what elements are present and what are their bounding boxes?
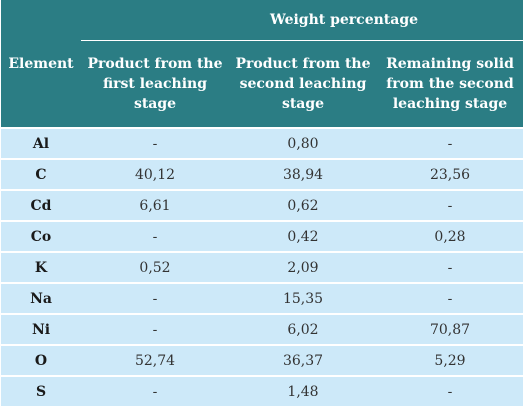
value-cell: - bbox=[81, 313, 229, 345]
second-leaching-product-header: Product from the second leaching stage bbox=[229, 40, 377, 128]
value-cell: - bbox=[377, 251, 524, 283]
element-cell: S bbox=[1, 375, 81, 406]
value-cell: - bbox=[377, 282, 524, 314]
value-cell: 15,35 bbox=[229, 282, 377, 314]
element-cell: O bbox=[1, 344, 81, 376]
value-cell: 23,56 bbox=[377, 158, 524, 190]
value-cell: - bbox=[377, 189, 524, 221]
table-row: S - 1,48 - bbox=[1, 375, 524, 406]
table-row: K 0,52 2,09 - bbox=[1, 251, 524, 283]
value-cell: - bbox=[81, 220, 229, 252]
element-cell: Al bbox=[1, 127, 81, 159]
table-row: Al - 0,80 - bbox=[1, 127, 524, 159]
value-cell: - bbox=[81, 282, 229, 314]
value-cell: 0,62 bbox=[229, 189, 377, 221]
table-row: Na - 15,35 - bbox=[1, 282, 524, 314]
element-cell: Co bbox=[1, 220, 81, 252]
table-body: Al - 0,80 - C 40,12 38,94 23,56 Cd 6,61 … bbox=[1, 127, 524, 406]
group-header-label: Weight percentage bbox=[269, 12, 419, 28]
element-cell: Ni bbox=[1, 313, 81, 345]
value-cell: 6,02 bbox=[229, 313, 377, 345]
value-cell: 2,09 bbox=[229, 251, 377, 283]
first-leaching-product-header: Product from the first leaching stage bbox=[81, 40, 229, 128]
weight-percentage-group-header: Weight percentage bbox=[81, 0, 524, 41]
table-header: Element Weight percentage Product from t… bbox=[1, 0, 524, 128]
element-cell: K bbox=[1, 251, 81, 283]
element-cell: Na bbox=[1, 282, 81, 314]
value-cell: 0,42 bbox=[229, 220, 377, 252]
value-cell: 1,48 bbox=[229, 375, 377, 406]
value-cell: 0,80 bbox=[229, 127, 377, 159]
element-column-header: Element bbox=[1, 0, 81, 128]
remaining-solid-header: Remaining solid from the second leaching… bbox=[377, 40, 524, 128]
value-cell: 5,29 bbox=[377, 344, 524, 376]
table-row: O 52,74 36,37 5,29 bbox=[1, 344, 524, 376]
table-row: Ni - 6,02 70,87 bbox=[1, 313, 524, 345]
table-row: C 40,12 38,94 23,56 bbox=[1, 158, 524, 190]
table-row: Cd 6,61 0,62 - bbox=[1, 189, 524, 221]
value-cell: 36,37 bbox=[229, 344, 377, 376]
value-cell: 0,28 bbox=[377, 220, 524, 252]
element-cell: C bbox=[1, 158, 81, 190]
value-cell: 6,61 bbox=[81, 189, 229, 221]
table-row: Co - 0,42 0,28 bbox=[1, 220, 524, 252]
value-cell: 40,12 bbox=[81, 158, 229, 190]
value-cell: 0,52 bbox=[81, 251, 229, 283]
element-cell: Cd bbox=[1, 189, 81, 221]
value-cell: - bbox=[377, 375, 524, 406]
value-cell: - bbox=[81, 375, 229, 406]
value-cell: 70,87 bbox=[377, 313, 524, 345]
value-cell: 38,94 bbox=[229, 158, 377, 190]
value-cell: - bbox=[377, 127, 524, 159]
value-cell: 52,74 bbox=[81, 344, 229, 376]
value-cell: - bbox=[81, 127, 229, 159]
